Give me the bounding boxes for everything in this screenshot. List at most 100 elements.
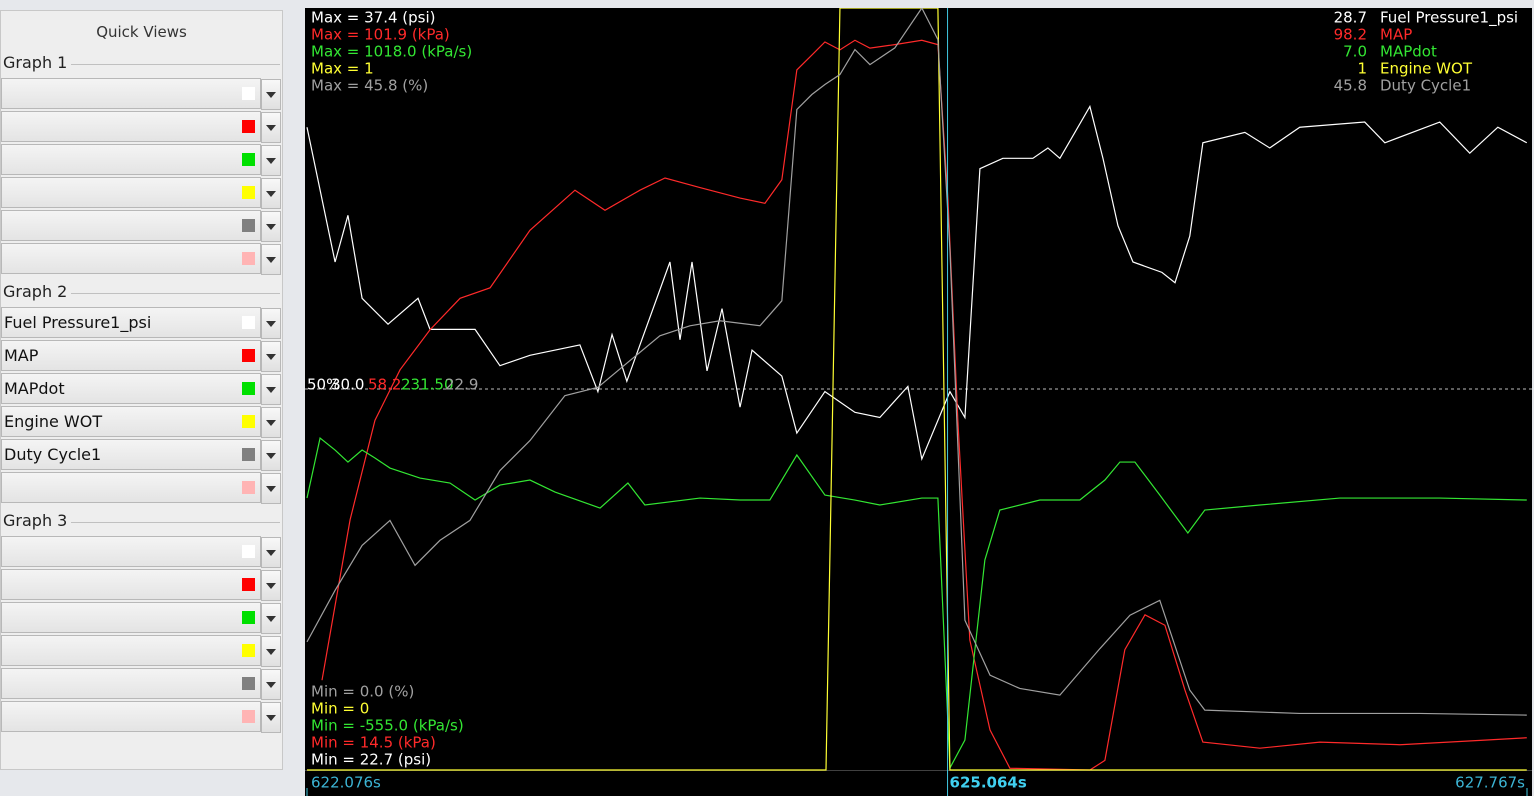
legend-name: MAPdot bbox=[1380, 43, 1437, 61]
plot-background bbox=[305, 8, 1532, 796]
color-swatch[interactable] bbox=[242, 382, 255, 395]
channel-row[interactable] bbox=[1, 602, 281, 634]
panel-title: Quick Views bbox=[96, 23, 187, 41]
dropdown-button[interactable] bbox=[261, 244, 281, 275]
channel-row[interactable]: Duty Cycle1 bbox=[1, 439, 281, 471]
color-swatch[interactable] bbox=[242, 710, 255, 723]
color-swatch[interactable] bbox=[242, 252, 255, 265]
channel-row[interactable] bbox=[1, 635, 281, 667]
channel-row[interactable] bbox=[1, 472, 281, 504]
group-label: Graph 3 bbox=[3, 511, 72, 530]
dropdown-button[interactable] bbox=[261, 374, 281, 405]
channel-row[interactable] bbox=[1, 111, 281, 143]
cursor-readout: 98.2 bbox=[1334, 26, 1367, 44]
series-line bbox=[306, 104, 1528, 462]
color-swatch[interactable] bbox=[242, 644, 255, 657]
max-label: Max = 37.4 (psi) bbox=[311, 9, 436, 27]
dropdown-button[interactable] bbox=[261, 112, 281, 143]
color-swatch[interactable] bbox=[242, 415, 255, 428]
color-swatch[interactable] bbox=[242, 578, 255, 591]
mid-value: 30.0 bbox=[331, 376, 364, 394]
color-swatch[interactable] bbox=[242, 219, 255, 232]
color-swatch[interactable] bbox=[242, 316, 255, 329]
min-label: Min = 22.7 (psi) bbox=[311, 751, 431, 769]
channel-row[interactable] bbox=[1, 144, 281, 176]
cursor-readout: 1 bbox=[1357, 60, 1367, 78]
dropdown-button[interactable] bbox=[261, 308, 281, 339]
mid-value: 231.50 bbox=[401, 376, 454, 394]
channel-row[interactable] bbox=[1, 78, 281, 110]
series-line bbox=[306, 437, 1527, 771]
series-line bbox=[321, 39, 1527, 771]
color-swatch[interactable] bbox=[242, 120, 255, 133]
dropdown-button[interactable] bbox=[261, 79, 281, 110]
dropdown-button[interactable] bbox=[261, 178, 281, 209]
color-swatch[interactable] bbox=[242, 153, 255, 166]
chart: 50% 625.064s Max = 37.4 (psi) Min = 22.7 (p… bbox=[305, 8, 1532, 796]
group-divider bbox=[71, 293, 280, 294]
channel-row[interactable]: MAPdot bbox=[1, 373, 281, 405]
channel-row[interactable] bbox=[1, 668, 281, 700]
group-divider bbox=[71, 64, 280, 65]
series-line bbox=[306, 8, 1527, 716]
x-tick-label: 627.767s bbox=[1455, 774, 1525, 792]
min-label: Min = -555.0 (kPa/s) bbox=[311, 717, 464, 735]
max-label: Max = 45.8 (%) bbox=[311, 77, 428, 95]
max-label: Max = 1018.0 (kPa/s) bbox=[311, 43, 472, 61]
color-swatch[interactable] bbox=[242, 611, 255, 624]
channel-name: Fuel Pressure1_psi bbox=[4, 313, 152, 332]
channel-row[interactable] bbox=[1, 701, 281, 733]
color-swatch[interactable] bbox=[242, 448, 255, 461]
dropdown-button[interactable] bbox=[261, 473, 281, 504]
legend-name: MAP bbox=[1380, 26, 1412, 44]
channel-row[interactable] bbox=[1, 569, 281, 601]
min-label: Min = 0 bbox=[311, 700, 369, 718]
channel-row[interactable] bbox=[1, 536, 281, 568]
dropdown-button[interactable] bbox=[261, 145, 281, 176]
min-label: Min = 14.5 (kPa) bbox=[311, 734, 436, 752]
dropdown-button[interactable] bbox=[261, 570, 281, 601]
channel-row[interactable]: MAP bbox=[1, 340, 281, 372]
channel-row[interactable] bbox=[1, 177, 281, 209]
dropdown-button[interactable] bbox=[261, 341, 281, 372]
cursor-readout: 7.0 bbox=[1343, 43, 1367, 61]
legend-name: Fuel Pressure1_psi bbox=[1380, 9, 1518, 28]
group-label: Graph 1 bbox=[3, 53, 72, 72]
channel-row[interactable]: Engine WOT bbox=[1, 406, 281, 438]
channel-row[interactable] bbox=[1, 210, 281, 242]
channel-row[interactable] bbox=[1, 243, 281, 275]
mid-value: 58.2 bbox=[368, 376, 401, 394]
dropdown-button[interactable] bbox=[261, 669, 281, 700]
x-tick-label: 622.076s bbox=[311, 774, 381, 792]
channel-name: Engine WOT bbox=[4, 412, 103, 431]
group-label: Graph 2 bbox=[3, 282, 72, 301]
dropdown-button[interactable] bbox=[261, 702, 281, 733]
series-line bbox=[307, 8, 1527, 771]
mid-label: 50% bbox=[307, 376, 340, 394]
mid-value: 22.9 bbox=[445, 376, 478, 394]
dropdown-button[interactable] bbox=[261, 440, 281, 471]
dropdown-button[interactable] bbox=[261, 603, 281, 634]
channel-name: MAPdot bbox=[4, 379, 65, 398]
channel-row[interactable]: Fuel Pressure1_psi bbox=[1, 307, 281, 339]
legend-name: Duty Cycle1 bbox=[1380, 77, 1471, 95]
color-swatch[interactable] bbox=[242, 481, 255, 494]
legend-name: Engine WOT bbox=[1380, 60, 1473, 78]
color-swatch[interactable] bbox=[242, 545, 255, 558]
dropdown-button[interactable] bbox=[261, 211, 281, 242]
cursor-readout: 28.7 bbox=[1334, 9, 1367, 27]
cursor-label: 625.064s bbox=[950, 774, 1027, 792]
group-divider bbox=[71, 522, 280, 523]
color-swatch[interactable] bbox=[242, 87, 255, 100]
dropdown-button[interactable] bbox=[261, 636, 281, 667]
color-swatch[interactable] bbox=[242, 677, 255, 690]
color-swatch[interactable] bbox=[242, 186, 255, 199]
max-label: Max = 1 bbox=[311, 60, 374, 78]
channel-name: Duty Cycle1 bbox=[4, 445, 102, 464]
dropdown-button[interactable] bbox=[261, 407, 281, 438]
color-swatch[interactable] bbox=[242, 349, 255, 362]
cursor-readout: 45.8 bbox=[1334, 77, 1367, 95]
quick-views-panel: Quick Views Graph 1 Graph 2 Fuel Pressure1… bbox=[0, 10, 283, 770]
dropdown-button[interactable] bbox=[261, 537, 281, 568]
